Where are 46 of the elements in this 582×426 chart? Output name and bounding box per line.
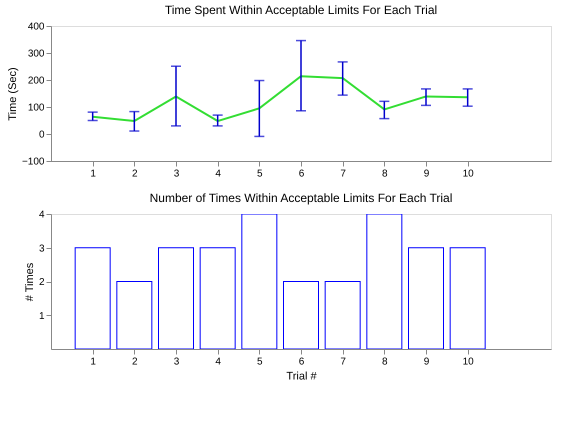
x-tick-label: 7: [340, 356, 346, 368]
bar: [366, 214, 402, 349]
chart-title: Time Spent Within Acceptable Limits For Each Trial: [164, 3, 438, 17]
y-tick-label: 100: [28, 102, 45, 114]
y-tick-label: 200: [28, 76, 45, 86]
x-tick-label: 1: [90, 168, 96, 180]
y-axis-title: Time (Sec): [6, 67, 19, 121]
x-tick-label: 2: [132, 168, 138, 180]
y-tick-label: 3: [38, 243, 45, 254]
y-tick-label: 400: [28, 22, 45, 32]
bar: [450, 247, 486, 349]
x-tick-label: 6: [298, 356, 305, 368]
bar: [158, 247, 194, 349]
x-axis-title: Trial #: [286, 370, 318, 382]
x-tick-label: 2: [132, 356, 138, 368]
y-tick-label: −100: [22, 156, 45, 168]
x-tick-label: 4: [215, 168, 222, 180]
x-tick-label: 3: [174, 356, 180, 368]
y-tick-label: 0: [38, 130, 45, 140]
x-tick-label: 3: [174, 168, 180, 180]
x-tick-label: 5: [257, 356, 264, 368]
line-series: [92, 75, 469, 122]
x-tick-label: 9: [424, 168, 430, 180]
x-tick-label: 8: [382, 168, 388, 180]
x-tick-label: 10: [462, 356, 474, 368]
bar: [116, 281, 152, 349]
bar: [200, 247, 236, 349]
x-tick-label: 7: [340, 168, 346, 180]
x-tick-label: 1: [90, 356, 96, 368]
bar: [283, 281, 319, 349]
bar: [74, 247, 111, 349]
bar: [408, 247, 444, 349]
chart-title: Number of Times Within Acceptable Limits For Each Trial: [150, 191, 452, 205]
y-tick-label: 300: [28, 48, 45, 60]
x-tick-label: 8: [382, 356, 388, 368]
x-tick-label: 5: [257, 168, 264, 180]
x-tick-label: 4: [215, 356, 222, 368]
y-axis-title: # Times: [24, 262, 36, 302]
x-tick-label: 6: [298, 168, 305, 180]
bar: [241, 214, 278, 349]
x-tick-label: 9: [424, 356, 430, 368]
x-tick-label: 10: [462, 168, 474, 180]
y-tick-label: 2: [38, 277, 45, 288]
y-tick-label: 1: [38, 310, 45, 322]
y-tick-label: 4: [38, 210, 45, 220]
bar: [324, 281, 361, 349]
